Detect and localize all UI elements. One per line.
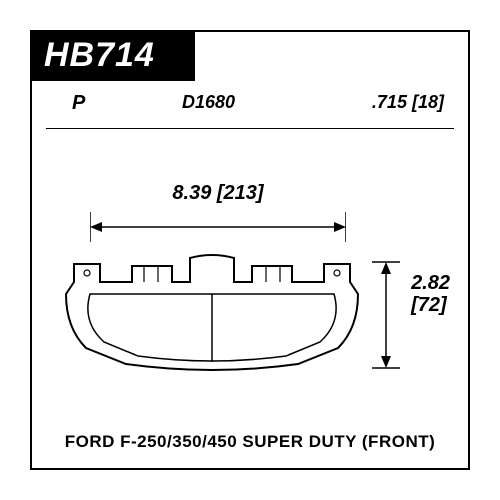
dim-width-mm: 213	[224, 182, 257, 204]
dimension-width-arrows	[90, 212, 346, 242]
dim-height-in: 2.82	[411, 272, 450, 294]
spec-thickness-mm: 18	[418, 92, 438, 112]
spec-fmsi: D1680	[182, 92, 235, 113]
dimension-height-label: 2.82 [72]	[411, 272, 450, 316]
brake-pad-outline	[62, 252, 362, 372]
drawing-frame: HB714 P D1680 .715 [18] 8.39 [213]	[30, 30, 470, 470]
dim-height-mm: 72	[418, 294, 440, 316]
dim-width-in: 8.39	[172, 182, 211, 204]
dimension-width-label: 8.39 [213]	[90, 182, 346, 205]
spec-thickness-in: .715	[372, 92, 407, 112]
spec-thickness: .715 [18]	[372, 92, 444, 113]
spec-divider	[46, 128, 454, 129]
dimension-height-arrows	[372, 260, 400, 370]
diagram-area: 8.39 [213]	[32, 142, 468, 418]
fitment-label: FORD F-250/350/450 SUPER DUTY (FRONT)	[32, 432, 468, 452]
spec-compound: P	[72, 92, 85, 115]
part-number-title: HB714	[30, 30, 195, 81]
